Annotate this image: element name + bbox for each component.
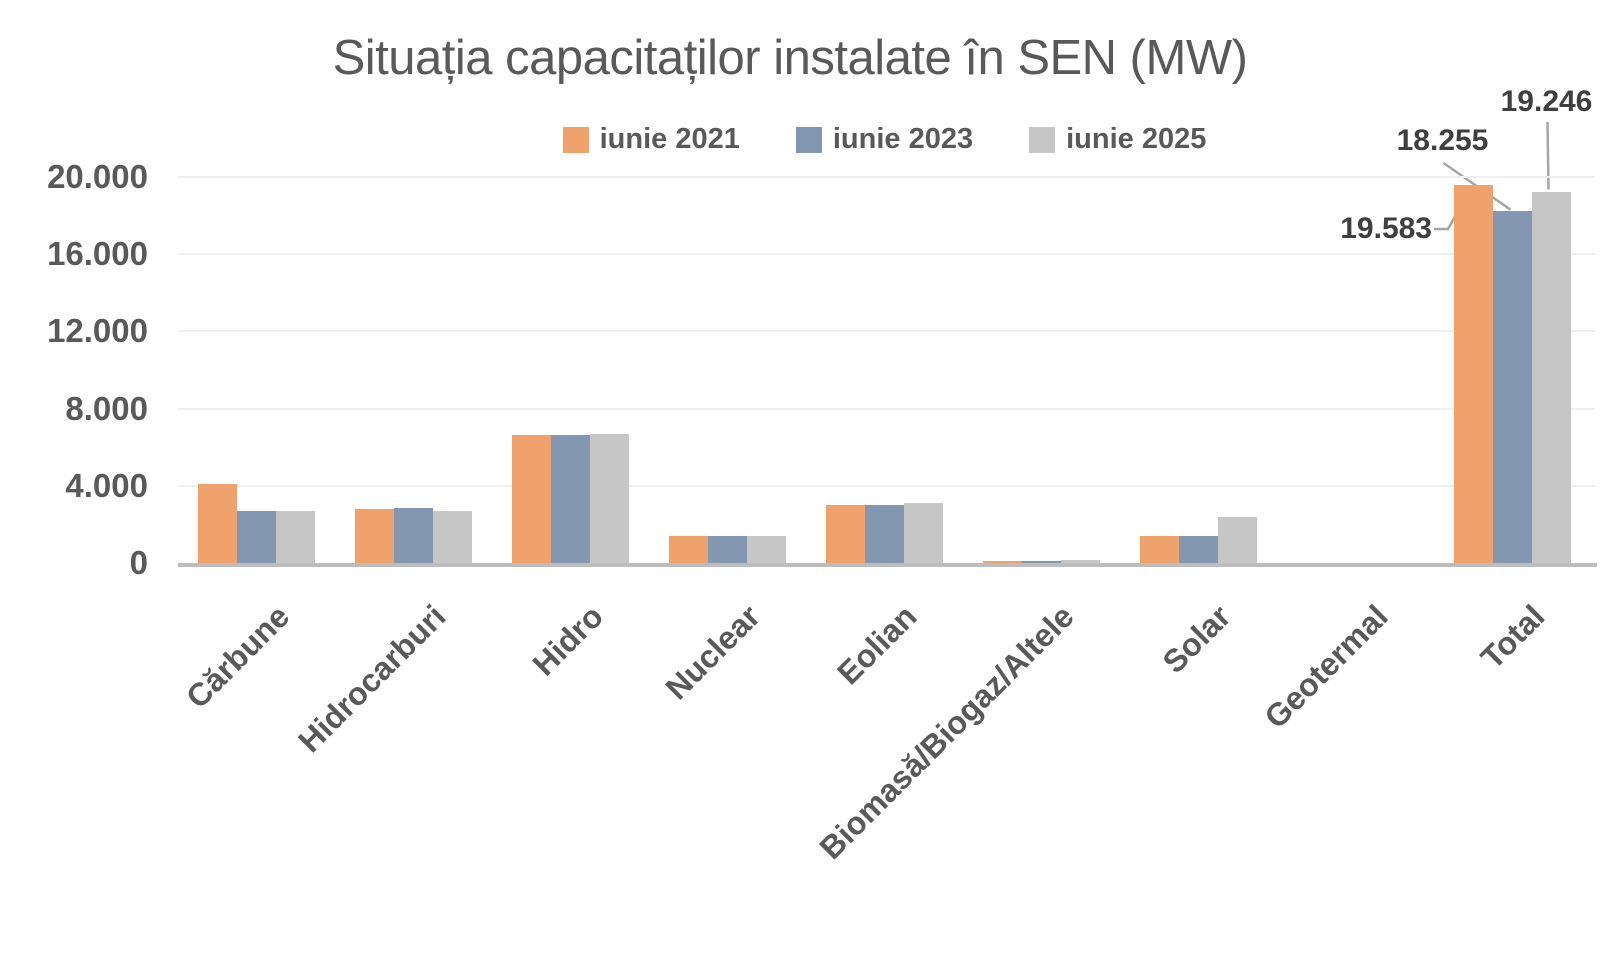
legend-item-iunie-2023: iunie 2023 — [795, 123, 974, 156]
x-label-c-rbune: Cărbune — [178, 598, 296, 716]
gridline-12000 — [178, 330, 1595, 333]
gridline-16000 — [178, 253, 1595, 256]
bar-biomas-biogaz-altele-iunie-2021 — [983, 560, 1022, 563]
legend-item-iunie-2021: iunie 2021 — [562, 123, 740, 156]
chart-title: Situația capacitaților instalate în SEN … — [332, 31, 1248, 85]
bar-nuclear-iunie-2025 — [747, 535, 786, 563]
bar-solar-iunie-2021 — [1140, 535, 1179, 563]
bar-solar-iunie-2025 — [1218, 516, 1257, 563]
x-label-hidrocarburi: Hidrocarburi — [291, 598, 453, 760]
data-label-iunie-2021: 19.583 — [1340, 212, 1432, 245]
gridline-4000 — [178, 484, 1595, 487]
y-tick-label: 4.000 — [65, 466, 148, 504]
gridline-20000 — [178, 176, 1595, 178]
x-label-hidro: Hidro — [525, 598, 610, 683]
x-label-geotermal: Geotermal — [1257, 598, 1395, 736]
legend-label: iunie 2021 — [599, 123, 740, 155]
y-tick-label: 16.000 — [47, 235, 148, 273]
bar-hidro-iunie-2023 — [551, 434, 590, 563]
bar-c-rbune-iunie-2023 — [237, 510, 276, 563]
bar-biomas-biogaz-altele-iunie-2025 — [1061, 560, 1100, 563]
legend-swatch-icon — [562, 126, 589, 153]
y-tick-label: 12.000 — [47, 312, 148, 350]
bar-total-iunie-2025 — [1532, 191, 1571, 563]
legend-label: iunie 2025 — [1066, 123, 1207, 155]
data-label-iunie-2023: 18.255 — [1396, 124, 1489, 157]
bar-total-iunie-2021 — [1454, 185, 1493, 563]
bar-c-rbune-iunie-2025 — [276, 510, 315, 563]
legend: iunie 2021 iunie 2023 iunie 2025 — [178, 123, 1591, 156]
gridline-8000 — [178, 407, 1595, 410]
bar-hidro-iunie-2025 — [590, 433, 629, 563]
y-tick-label: 0 — [129, 544, 148, 581]
x-label-biomas-biogaz-altele: Biomasă/Biogaz/Altele — [812, 598, 1081, 867]
x-label-eolian: Eolian — [830, 598, 924, 692]
y-tick-label: 8.000 — [65, 389, 148, 427]
legend-item-iunie-2025: iunie 2025 — [1029, 123, 1206, 156]
legend-label: iunie 2023 — [832, 123, 974, 155]
bar-solar-iunie-2023 — [1179, 535, 1218, 563]
x-label-nuclear: Nuclear — [658, 598, 767, 707]
bar-biomas-biogaz-altele-iunie-2023 — [1022, 560, 1061, 563]
bar-nuclear-iunie-2021 — [669, 535, 708, 563]
y-tick-label: 20.000 — [47, 158, 148, 195]
bar-hidrocarburi-iunie-2021 — [355, 508, 394, 563]
x-label-total: Total — [1474, 598, 1552, 676]
bar-eolian-iunie-2025 — [904, 503, 943, 563]
x-axis-line — [178, 563, 1597, 567]
bar-eolian-iunie-2023 — [865, 505, 904, 563]
bar-eolian-iunie-2021 — [826, 505, 865, 563]
bar-hidrocarburi-iunie-2025 — [433, 510, 472, 563]
bar-hidrocarburi-iunie-2023 — [394, 507, 433, 563]
data-label-iunie-2025: 19.246 — [1500, 85, 1593, 118]
x-label-solar: Solar — [1155, 598, 1238, 681]
bar-hidro-iunie-2021 — [512, 434, 551, 563]
legend-swatch-icon — [1029, 126, 1056, 153]
bar-nuclear-iunie-2023 — [708, 535, 747, 563]
legend-swatch-icon — [795, 126, 822, 153]
bar-c-rbune-iunie-2021 — [198, 483, 237, 563]
bar-total-iunie-2023 — [1493, 210, 1532, 563]
